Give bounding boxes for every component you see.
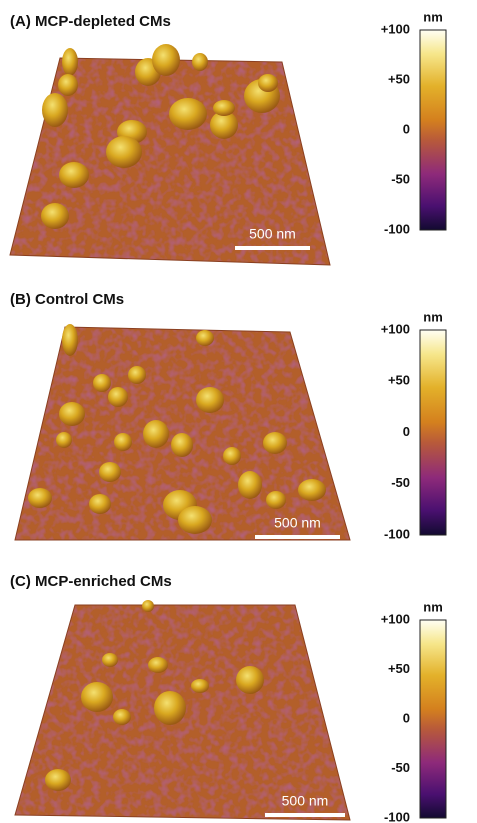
afm-feature (114, 433, 132, 451)
afm-feature (42, 93, 68, 127)
afm-feature (142, 600, 154, 612)
panel: (C) MCP-enriched CMs 500 nm nm +100 +50 0 -50 -… (10, 573, 446, 823)
colorbar-tick-label: -50 (391, 760, 410, 775)
afm-feature (236, 666, 264, 694)
afm-feature (113, 709, 131, 725)
afm-feature (152, 44, 180, 76)
afm-feature (213, 100, 235, 116)
afm-feature (89, 494, 111, 514)
afm-feature (128, 366, 146, 384)
afm-feature (178, 506, 212, 534)
colorbar-tick-label: +50 (388, 373, 410, 388)
afm-feature (28, 488, 52, 508)
colorbar (420, 330, 446, 535)
colorbar-tick-label: -100 (384, 221, 410, 236)
afm-feature (108, 387, 128, 407)
colorbar-tick-label: -100 (384, 526, 410, 541)
afm-feature (258, 74, 278, 92)
afm-feature (196, 330, 214, 346)
afm-feature (102, 653, 118, 667)
colorbar (420, 620, 446, 818)
scale-bar-label: 500 nm (274, 515, 321, 531)
afm-feature (41, 203, 69, 229)
afm-feature (59, 402, 85, 426)
panel-title: (C) MCP-enriched CMs (10, 573, 172, 590)
afm-feature (59, 162, 89, 188)
afm-feature (81, 682, 113, 712)
scale-bar-label: 500 nm (282, 793, 329, 809)
afm-feature (154, 691, 186, 725)
colorbar (420, 30, 446, 230)
afm-feature (62, 48, 78, 76)
afm-feature (169, 98, 207, 130)
afm-feature (263, 432, 287, 454)
colorbar-tick-label: -50 (391, 475, 410, 490)
colorbar-tick-label: 0 (403, 121, 410, 136)
afm-feature (106, 136, 142, 168)
colorbar-tick-label: 0 (403, 710, 410, 725)
colorbar-tick-label: -50 (391, 171, 410, 186)
afm-feature (62, 324, 78, 356)
afm-feature (99, 462, 121, 482)
colorbar-tick-label: +100 (381, 611, 410, 626)
colorbar-tick-label: -100 (384, 809, 410, 823)
afm-feature (266, 491, 286, 509)
afm-feature (45, 769, 71, 791)
panel: (A) MCP-depleted CMs 500 nm nm +100 +50 0 -50 -… (10, 9, 446, 265)
afm-feature (238, 471, 262, 499)
panel-title: (B) Control CMs (10, 291, 124, 308)
afm-feature (196, 387, 224, 413)
afm-feature (143, 420, 169, 448)
colorbar-tick-label: +50 (388, 71, 410, 86)
colorbar-unit: nm (423, 599, 443, 614)
colorbar-tick-label: 0 (403, 424, 410, 439)
afm-feature (192, 53, 208, 71)
afm-feature (171, 433, 193, 457)
afm-feature (58, 74, 78, 96)
afm-feature (56, 432, 72, 448)
colorbar-tick-label: +100 (381, 321, 410, 336)
colorbar-tick-label: +100 (381, 21, 410, 36)
panel-title: (A) MCP-depleted CMs (10, 13, 171, 30)
afm-feature (298, 479, 326, 501)
afm-feature (223, 447, 241, 465)
scale-bar-label: 500 nm (249, 226, 296, 242)
afm-feature (191, 679, 209, 693)
afm-feature (148, 657, 168, 673)
panel: (B) Control CMs 500 nm nm +100 +50 0 -50 -100 (10, 291, 446, 541)
colorbar-tick-label: +50 (388, 661, 410, 676)
afm-feature (93, 374, 111, 392)
colorbar-unit: nm (423, 309, 443, 324)
colorbar-unit: nm (423, 9, 443, 24)
figure: (A) MCP-depleted CMs 500 nm nm +100 +50 0 -50 -… (0, 0, 477, 823)
